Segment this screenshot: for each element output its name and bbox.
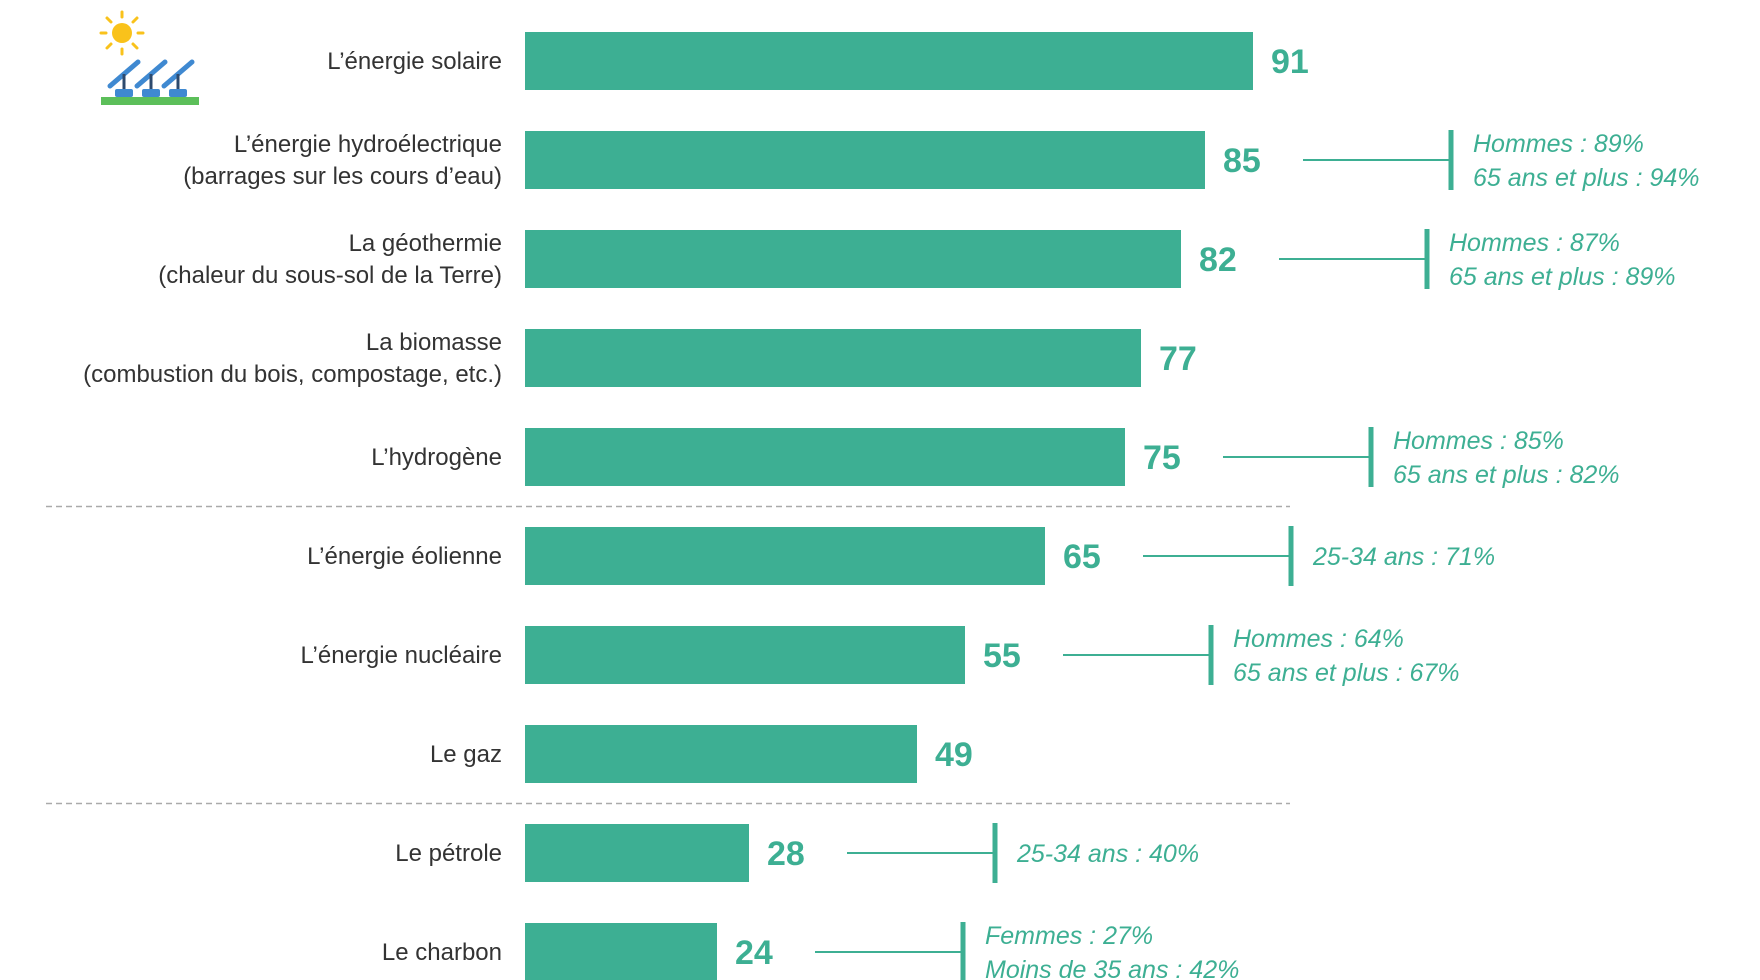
bar xyxy=(525,329,1141,387)
category-label: La biomasse xyxy=(366,329,502,356)
annotation-text: Hommes : 87% xyxy=(1449,229,1620,257)
data-label: 91 xyxy=(1271,43,1309,81)
data-label: 24 xyxy=(735,934,773,972)
data-label: 75 xyxy=(1143,439,1181,477)
data-label: 65 xyxy=(1063,538,1101,576)
bar xyxy=(525,527,1045,585)
bar xyxy=(525,824,749,882)
data-label: 82 xyxy=(1199,241,1237,279)
annotation-text: Femmes : 27% xyxy=(985,922,1153,950)
category-label: (barrages sur les cours d’eau) xyxy=(183,163,502,190)
annotation-text: Hommes : 89% xyxy=(1473,130,1644,158)
annotation-text: Hommes : 85% xyxy=(1393,427,1564,455)
bar xyxy=(525,428,1125,486)
data-label: 85 xyxy=(1223,142,1261,180)
bar xyxy=(525,32,1253,90)
bar xyxy=(525,725,917,783)
solar-panel-icon xyxy=(99,10,199,105)
category-label: (combustion du bois, compostage, etc.) xyxy=(83,361,502,388)
bar xyxy=(525,131,1205,189)
category-label: L’énergie éolienne xyxy=(307,543,502,570)
category-label: L’énergie hydroélectrique xyxy=(234,131,502,158)
data-label: 55 xyxy=(983,637,1021,675)
category-label: (chaleur du sous-sol de la Terre) xyxy=(158,262,502,289)
bar xyxy=(525,626,965,684)
category-label: Le gaz xyxy=(430,741,502,768)
annotation-text: Hommes : 64% xyxy=(1233,625,1404,653)
annotation-text: 65 ans et plus : 67% xyxy=(1233,659,1460,687)
annotation-text: 65 ans et plus : 94% xyxy=(1473,164,1700,192)
data-label: 77 xyxy=(1159,340,1197,378)
annotation-text: 25-34 ans : 40% xyxy=(1016,840,1199,868)
annotation-text: 65 ans et plus : 89% xyxy=(1449,263,1676,291)
bar xyxy=(525,923,717,980)
data-label: 49 xyxy=(935,736,973,774)
annotation-text: Moins de 35 ans : 42% xyxy=(985,956,1239,980)
category-label: L’énergie nucléaire xyxy=(301,642,502,669)
category-label: L’hydrogène xyxy=(371,444,502,471)
bar xyxy=(525,230,1181,288)
annotation-text: 25-34 ans : 71% xyxy=(1312,543,1495,571)
category-label: La géothermie xyxy=(349,230,502,257)
category-label: Le charbon xyxy=(382,939,502,966)
category-label: Le pétrole xyxy=(395,840,502,867)
category-label: L’énergie solaire xyxy=(327,48,502,75)
data-label: 28 xyxy=(767,835,805,873)
annotation-text: 65 ans et plus : 82% xyxy=(1393,461,1620,489)
